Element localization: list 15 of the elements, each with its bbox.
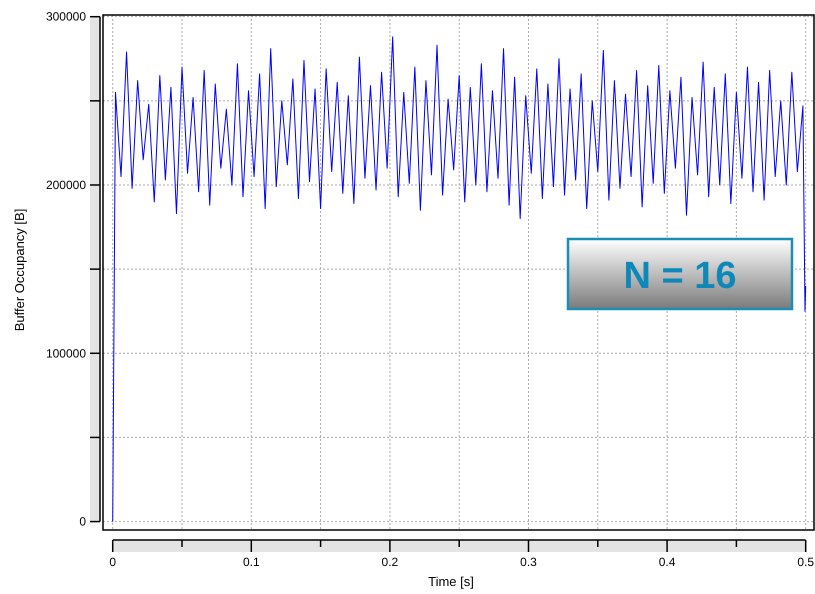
y-tick-label: 300000 [46, 10, 86, 24]
x-axis-title: Time [s] [428, 574, 474, 589]
x-tick-label: 0.5 [797, 555, 814, 569]
line-series [112, 36, 806, 522]
x-tick-label: 0.3 [520, 555, 538, 569]
x-tick-label: 0 [109, 555, 116, 569]
y-tick-label: 0 [79, 514, 86, 529]
annotation: N = 16 [623, 255, 737, 297]
label-box: N = 16 [566, 238, 794, 310]
x-tick-label: 0.4 [658, 555, 676, 569]
y-axis-title: Buffer Occupancy [B] [12, 208, 27, 332]
y-tick-label: 200000 [46, 178, 86, 192]
x-tick-label: 0.2 [382, 555, 399, 569]
x-tick-label: 0.1 [242, 555, 260, 569]
y-tick-label: 100000 [46, 346, 86, 360]
